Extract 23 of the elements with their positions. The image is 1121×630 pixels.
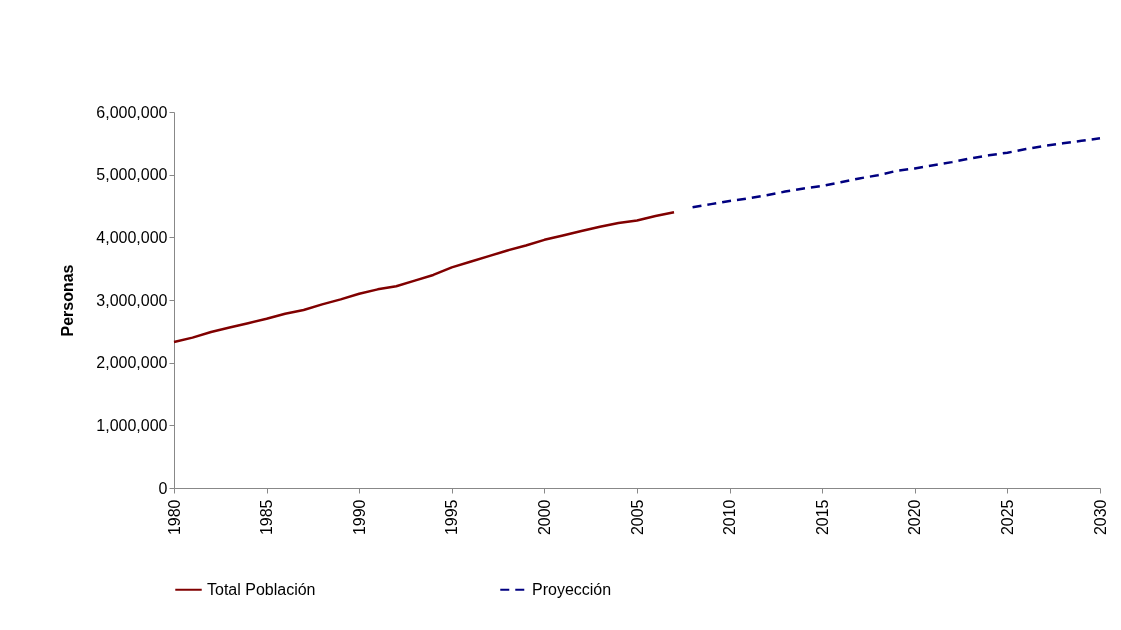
x-tick-label: 2015 xyxy=(813,499,831,536)
y-tick-label: 5,000,000 xyxy=(96,166,168,184)
x-tick-label: 2005 xyxy=(628,499,646,536)
legend-label: Proyección xyxy=(532,580,612,598)
x-tick-label: 1990 xyxy=(350,499,368,536)
y-tick-label: 6,000,000 xyxy=(96,103,168,121)
x-tick-label: 2020 xyxy=(906,499,924,536)
x-tick-label: 1995 xyxy=(443,499,461,536)
y-tick-label: 1,000,000 xyxy=(96,416,168,434)
y-tick-label: 2,000,000 xyxy=(96,354,168,372)
line-series xyxy=(172,211,676,344)
x-tick-label: 1980 xyxy=(165,499,183,536)
y-tick-label: 4,000,000 xyxy=(96,228,168,246)
y-tick-label: 3,000,000 xyxy=(96,291,168,309)
x-tick-label: 2000 xyxy=(535,499,553,536)
x-tick-label: 2025 xyxy=(998,499,1016,536)
y-tick-label: 0 xyxy=(158,479,168,497)
y-axis-title: Personas xyxy=(59,264,77,337)
line-series xyxy=(691,137,1102,209)
x-tick-label: 1985 xyxy=(258,499,276,536)
x-tick-label: 2030 xyxy=(1091,499,1109,536)
x-tick-label: 2010 xyxy=(721,499,739,536)
legend-label: Total Población xyxy=(207,580,316,598)
